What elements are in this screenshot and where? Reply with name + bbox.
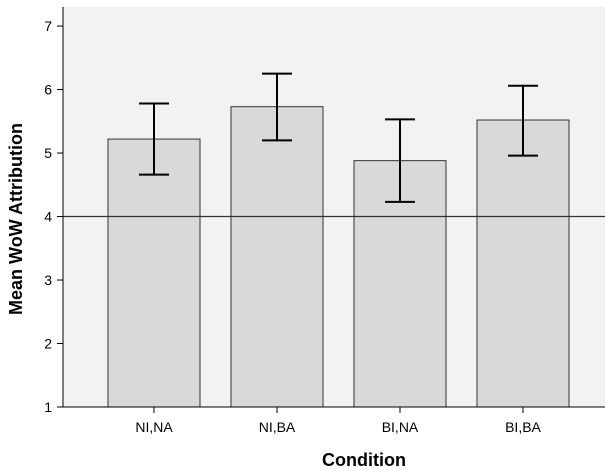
- bar-BI,BA: [476, 119, 570, 408]
- error-bar-NI,NA: [139, 102, 169, 176]
- x-tick-label: BI,NA: [382, 419, 419, 435]
- x-tick-label: NI,NA: [135, 419, 173, 435]
- y-tick-label: 5: [44, 145, 52, 161]
- error-bars: [139, 72, 538, 203]
- y-tick-label: 2: [44, 336, 52, 352]
- y-tick-label: 1: [44, 399, 52, 415]
- x-tick-label: NI,BA: [259, 419, 296, 435]
- y-axis-ticks: 1 2 3 4 5 6 7: [44, 18, 63, 415]
- y-axis-title: Mean WoW Attribution: [6, 123, 26, 315]
- y-tick-label: 3: [44, 272, 52, 288]
- bar-NI,BA: [230, 106, 324, 408]
- y-tick-label: 4: [44, 209, 52, 225]
- y-tick-label: 7: [44, 18, 52, 34]
- error-bar-BI,NA: [385, 118, 415, 203]
- error-bar-BI,BA: [508, 84, 538, 157]
- bar-NI,NA: [107, 138, 201, 408]
- error-bar-NI,BA: [262, 72, 292, 142]
- y-tick-label: 6: [44, 82, 52, 98]
- x-tick-label: BI,BA: [505, 419, 541, 435]
- x-axis-ticks: NI,NA NI,BA BI,NA BI,BA: [135, 407, 542, 435]
- x-axis-title: Condition: [322, 450, 406, 470]
